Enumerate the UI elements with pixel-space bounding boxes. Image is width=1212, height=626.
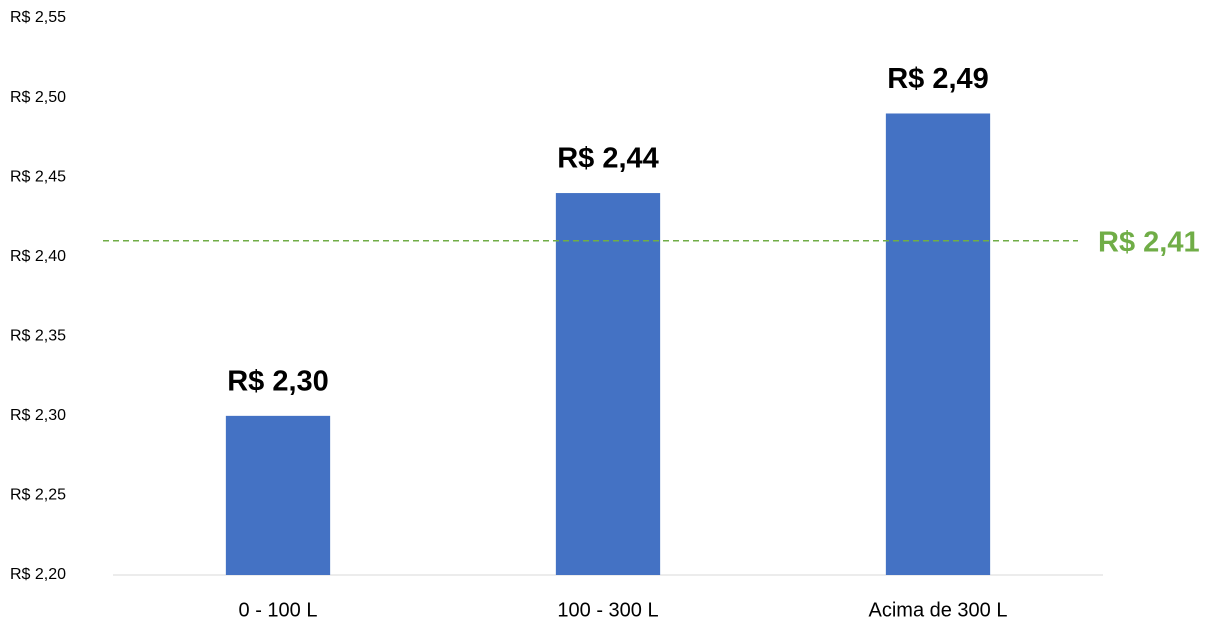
x-tick-label: Acima de 300 L — [869, 599, 1008, 621]
reference-label: R$ 2,41 — [1098, 226, 1200, 258]
bar — [555, 193, 661, 576]
x-tick-label: 100 - 300 L — [557, 599, 658, 621]
bar — [225, 415, 331, 575]
y-tick-label: R$ 2,35 — [10, 328, 66, 345]
y-tick-label: R$ 2,20 — [10, 566, 66, 583]
x-tick-label: 0 - 100 L — [239, 599, 318, 621]
value-label: R$ 2,44 — [557, 143, 659, 175]
y-tick-label: R$ 2,30 — [10, 407, 66, 424]
y-tick-label: R$ 2,50 — [10, 89, 66, 106]
y-tick-label: R$ 2,25 — [10, 487, 66, 504]
bar — [885, 113, 991, 575]
y-tick-label: R$ 2,40 — [10, 248, 66, 265]
y-tick-label: R$ 2,55 — [10, 9, 66, 26]
value-label: R$ 2,49 — [887, 63, 989, 95]
y-tick-label: R$ 2,45 — [10, 168, 66, 185]
value-label: R$ 2,30 — [227, 366, 329, 398]
